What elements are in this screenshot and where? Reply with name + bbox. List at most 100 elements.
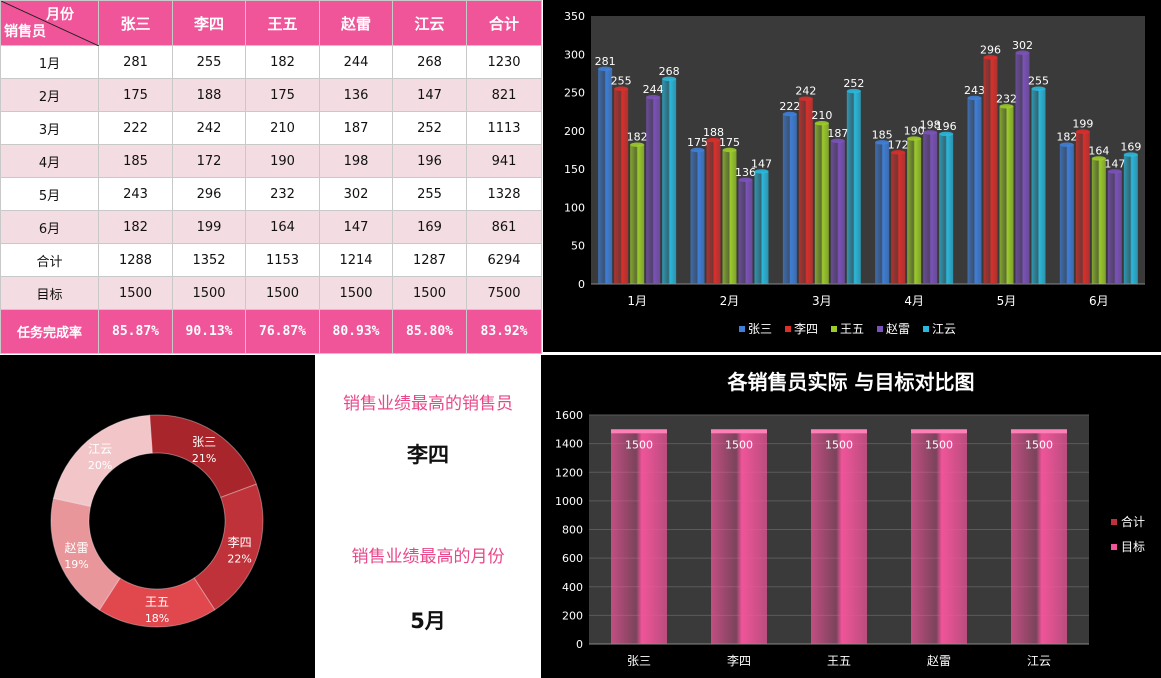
header-cell[interactable]: 王五 [245, 0, 320, 46]
table-cell[interactable]: 182 [98, 210, 173, 244]
bar-张三 [690, 150, 705, 284]
rate-cell[interactable]: 83.92% [466, 309, 542, 354]
table-cell[interactable]: 6294 [466, 243, 542, 277]
header-cell[interactable]: 李四 [172, 0, 246, 46]
table-cell[interactable]: 188 [172, 78, 246, 112]
table-cell[interactable]: 182 [245, 45, 320, 79]
rate-cell[interactable]: 90.13% [172, 309, 246, 354]
row-label-cell[interactable]: 3月 [0, 111, 99, 145]
x-tick-label: 6月 [1089, 294, 1109, 308]
rate-cell[interactable]: 85.80% [392, 309, 467, 354]
donut-slice-赵雷 [50, 497, 121, 611]
target-bar-cap [811, 429, 867, 434]
table-cell[interactable]: 172 [172, 144, 246, 178]
table-cell[interactable]: 255 [172, 45, 246, 79]
table-cell[interactable]: 190 [245, 144, 320, 178]
monthly-sales-chart[interactable]: 0 50 100 150 200 250 300 350 281 255 182 244 268 1月 17… [543, 0, 1161, 352]
table-cell[interactable]: 1352 [172, 243, 246, 277]
table-cell[interactable]: 1500 [172, 276, 246, 310]
bar-王五 [999, 106, 1014, 285]
table-cell[interactable]: 175 [98, 78, 173, 112]
table-corner-cell[interactable]: 月份 销售员 [0, 0, 99, 46]
slice-percent-label: 20% [88, 459, 112, 472]
donut-slice-江云 [52, 414, 153, 508]
table-cell[interactable]: 1214 [319, 243, 393, 277]
bar-cap [630, 142, 645, 147]
corner-diagonal [1, 1, 99, 46]
table-cell[interactable]: 821 [466, 78, 542, 112]
completion-rate-row: 任务完成率 85.87% 90.13% 76.87% 80.93% 85.80%… [0, 309, 542, 354]
table-cell[interactable]: 1500 [245, 276, 320, 310]
table-cell[interactable]: 1500 [392, 276, 467, 310]
row-label-cell[interactable]: 5月 [0, 177, 99, 211]
legend-label: 李四 [794, 321, 818, 336]
table-cell[interactable]: 175 [245, 78, 320, 112]
table-cell[interactable]: 242 [172, 111, 246, 145]
target-bar-cap [1011, 429, 1067, 434]
table-cell[interactable]: 302 [319, 177, 393, 211]
table-cell[interactable]: 196 [392, 144, 467, 178]
table-cell[interactable]: 1500 [98, 276, 173, 310]
table-cell[interactable]: 222 [98, 111, 173, 145]
data-label: 187 [827, 127, 848, 140]
table-cell[interactable]: 187 [319, 111, 393, 145]
header-cell[interactable]: 合计 [466, 0, 542, 46]
table-cell[interactable]: 1500 [319, 276, 393, 310]
table-cell[interactable]: 244 [319, 45, 393, 79]
rate-cell[interactable]: 76.87% [245, 309, 320, 354]
header-cell[interactable]: 赵雷 [319, 0, 393, 46]
bar-cap [646, 94, 661, 100]
bar-赵雷 [738, 179, 753, 284]
table-cell[interactable]: 185 [98, 144, 173, 178]
table-cell[interactable]: 252 [392, 111, 467, 145]
chart-title: 各销售员实际 与目标对比图 [727, 370, 975, 394]
x-tick-label: 2月 [720, 294, 740, 308]
table-cell[interactable]: 1328 [466, 177, 542, 211]
rate-cell[interactable]: 80.93% [319, 309, 393, 354]
table-cell[interactable]: 268 [392, 45, 467, 79]
header-cell[interactable]: 张三 [98, 0, 173, 46]
table-cell[interactable]: 164 [245, 210, 320, 244]
bar-王五 [722, 150, 737, 284]
table-cell[interactable]: 7500 [466, 276, 542, 310]
table-cell[interactable]: 147 [319, 210, 393, 244]
rate-label-cell[interactable]: 任务完成率 [0, 309, 99, 354]
table-cell[interactable]: 1287 [392, 243, 467, 277]
table-cell[interactable]: 281 [98, 45, 173, 79]
row-label-cell[interactable]: 合计 [0, 243, 99, 277]
header-cell[interactable]: 江云 [392, 0, 467, 46]
table-cell[interactable]: 1288 [98, 243, 173, 277]
row-label-cell[interactable]: 2月 [0, 78, 99, 112]
table-cell[interactable]: 147 [392, 78, 467, 112]
row-label-cell[interactable]: 4月 [0, 144, 99, 178]
table-cell[interactable]: 861 [466, 210, 542, 244]
row-label-cell[interactable]: 6月 [0, 210, 99, 244]
target-comparison-chart[interactable]: 各销售员实际 与目标对比图 0 200 400 600 800 1000 1200 1400 16… [541, 355, 1161, 678]
target-bar [611, 429, 667, 644]
table-cell[interactable]: 169 [392, 210, 467, 244]
y-tick-label: 0 [578, 278, 585, 291]
row-label-cell[interactable]: 1月 [0, 45, 99, 79]
row-label-cell[interactable]: 目标 [0, 276, 99, 310]
target-bar-cap [711, 429, 767, 434]
table-cell[interactable]: 198 [319, 144, 393, 178]
table-cell[interactable]: 136 [319, 78, 393, 112]
table-cell[interactable]: 232 [245, 177, 320, 211]
table-cell[interactable]: 941 [466, 144, 542, 178]
rate-cell[interactable]: 85.87% [98, 309, 173, 354]
bar-李四 [891, 152, 906, 284]
table-cell[interactable]: 1113 [466, 111, 542, 145]
y-tick-label: 0 [576, 638, 583, 651]
table-cell[interactable]: 199 [172, 210, 246, 244]
table-cell[interactable]: 1230 [466, 45, 542, 79]
table-cell[interactable]: 210 [245, 111, 320, 145]
table-cell[interactable]: 243 [98, 177, 173, 211]
data-label: 199 [1072, 118, 1093, 131]
table-cell[interactable]: 296 [172, 177, 246, 211]
sales-share-donut-chart[interactable]: 张三 21% 李四 22% 王五 18% 赵雷 19% 江云 20% [0, 355, 315, 678]
legend-swatch-张三 [739, 326, 745, 332]
data-label: 169 [1120, 141, 1141, 154]
sales-table: 月份 销售员 张三 李四 王五 赵雷 江云 合计 1月 281 255 182 244 2… [0, 0, 542, 354]
table-cell[interactable]: 1153 [245, 243, 320, 277]
table-cell[interactable]: 255 [392, 177, 467, 211]
